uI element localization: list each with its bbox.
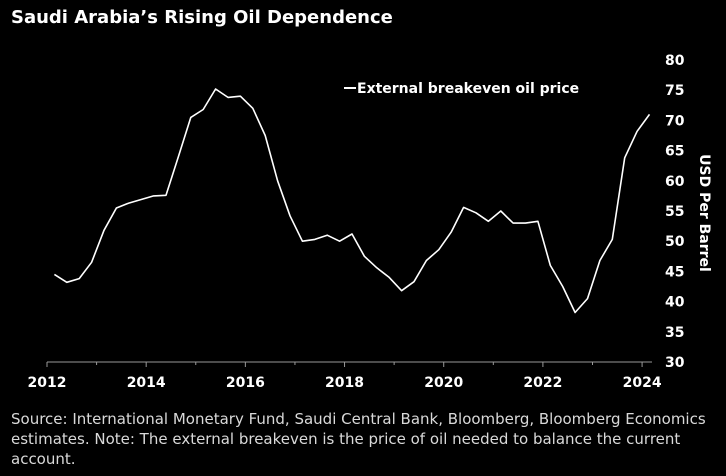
y-tick-label: 75 xyxy=(665,83,684,99)
x-tick-label: 2018 xyxy=(325,375,364,391)
legend-label: External breakeven oil price xyxy=(357,81,579,97)
y-axis-label: USD Per Barrel xyxy=(696,154,712,272)
y-tick-label: 55 xyxy=(665,204,684,220)
x-tick-label: 2022 xyxy=(523,375,562,391)
source-note: Source: International Monetary Fund, Sau… xyxy=(11,410,706,468)
x-tick-label: 2012 xyxy=(28,375,67,391)
chart-title: Saudi Arabia’s Rising Oil Dependence xyxy=(11,7,393,28)
series-layer xyxy=(53,88,651,314)
y-tick-label: 35 xyxy=(665,325,684,341)
x-tick-label: 2024 xyxy=(623,375,662,391)
y-tick-label: 40 xyxy=(665,295,685,311)
y-tick-label: 30 xyxy=(665,355,685,371)
legend: External breakeven oil price xyxy=(344,81,579,97)
x-axis: 2012 2014 2016 2018 2020 2022 2024 xyxy=(28,361,662,391)
y-tick-label: 70 xyxy=(665,113,685,129)
x-tick-label: 2014 xyxy=(127,375,166,391)
x-tick-label: 2016 xyxy=(226,375,265,391)
y-tick-label: 50 xyxy=(665,234,685,250)
y-tick-label: 45 xyxy=(665,264,684,280)
y-axis: 30 35 40 45 50 55 60 65 70 75 80 xyxy=(665,53,685,371)
series-line xyxy=(53,88,651,314)
y-tick-label: 60 xyxy=(665,174,685,190)
x-tick-label: 2020 xyxy=(424,375,463,391)
y-tick-label: 80 xyxy=(665,53,685,69)
y-tick-label: 65 xyxy=(665,144,684,160)
